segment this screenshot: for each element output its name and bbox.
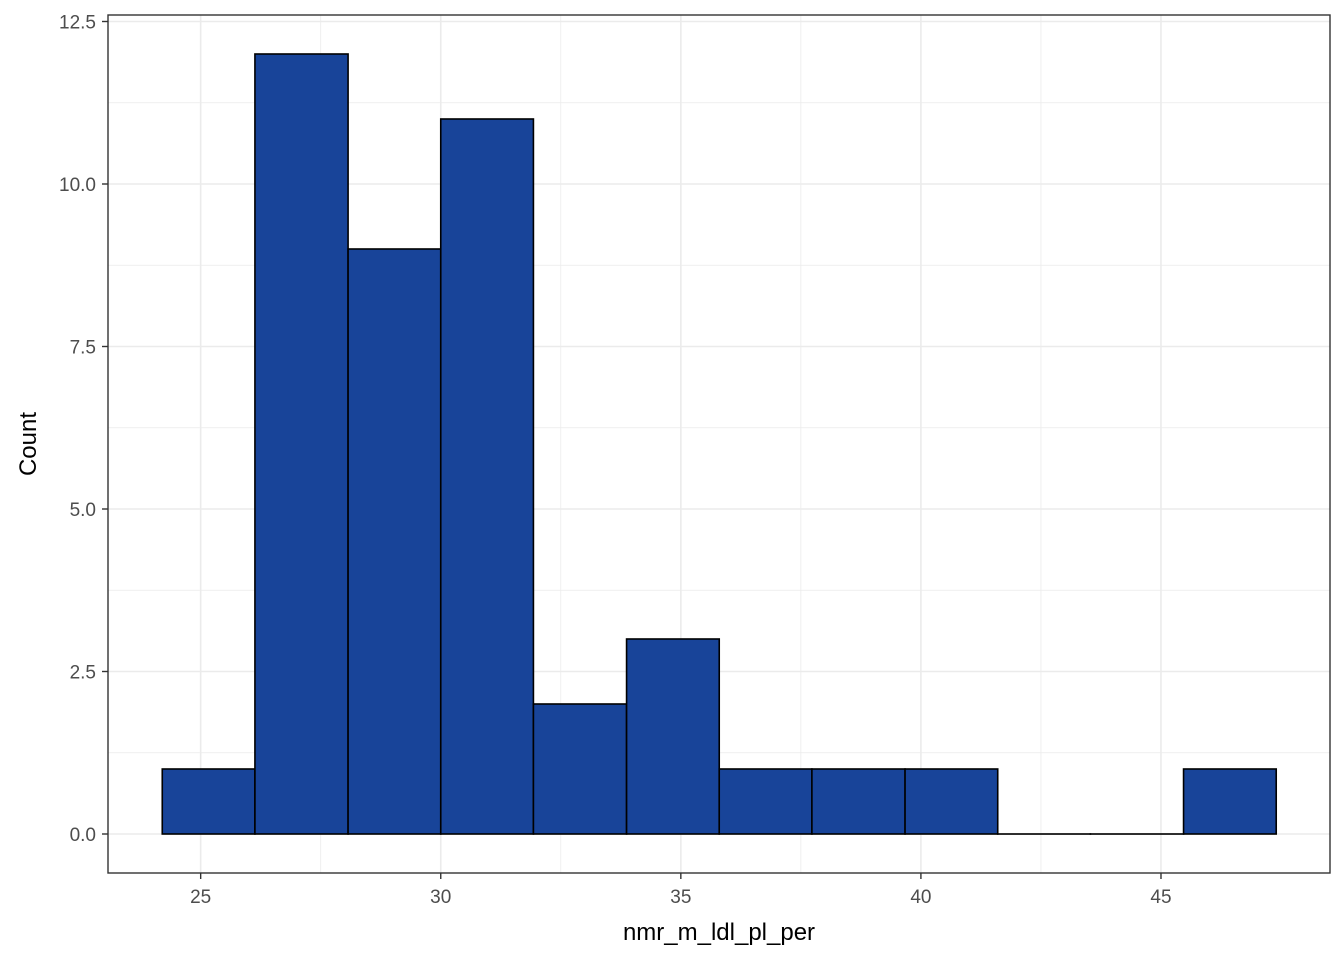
histogram-bar — [254, 53, 349, 835]
x-tick-label: 30 — [430, 887, 451, 908]
x-axis-title: nmr_m_ldl_pl_per — [623, 919, 815, 946]
y-tick-label: 2.5 — [70, 663, 96, 684]
panel-border — [107, 14, 1331, 874]
y-axis: 0.0 2.5 5.0 7.5 10.0 12.5 — [59, 13, 108, 846]
histogram-bar — [718, 768, 813, 835]
histogram-bar — [347, 248, 442, 835]
x-tick-label: 25 — [190, 887, 211, 908]
y-tick-label: 12.5 — [59, 13, 96, 34]
histogram-bar — [532, 703, 628, 835]
y-tick-label: 7.5 — [70, 338, 96, 359]
x-tick-label: 45 — [1150, 887, 1171, 908]
histogram-bar — [625, 638, 721, 835]
histogram-bar — [904, 768, 999, 835]
x-tick-label: 40 — [910, 887, 931, 908]
histogram-bar — [1182, 768, 1278, 835]
y-axis-title: Count — [15, 412, 42, 476]
y-tick-label: 10.0 — [59, 175, 96, 196]
histogram-bars — [161, 53, 1278, 835]
y-tick-label: 0.0 — [70, 825, 96, 846]
y-tick-label: 5.0 — [70, 500, 96, 521]
histogram-bar — [439, 118, 535, 835]
x-axis: 25 30 35 40 45 — [190, 873, 1172, 908]
histogram-bar — [811, 768, 906, 835]
histogram-bar — [161, 768, 256, 835]
x-tick-label: 35 — [670, 887, 691, 908]
